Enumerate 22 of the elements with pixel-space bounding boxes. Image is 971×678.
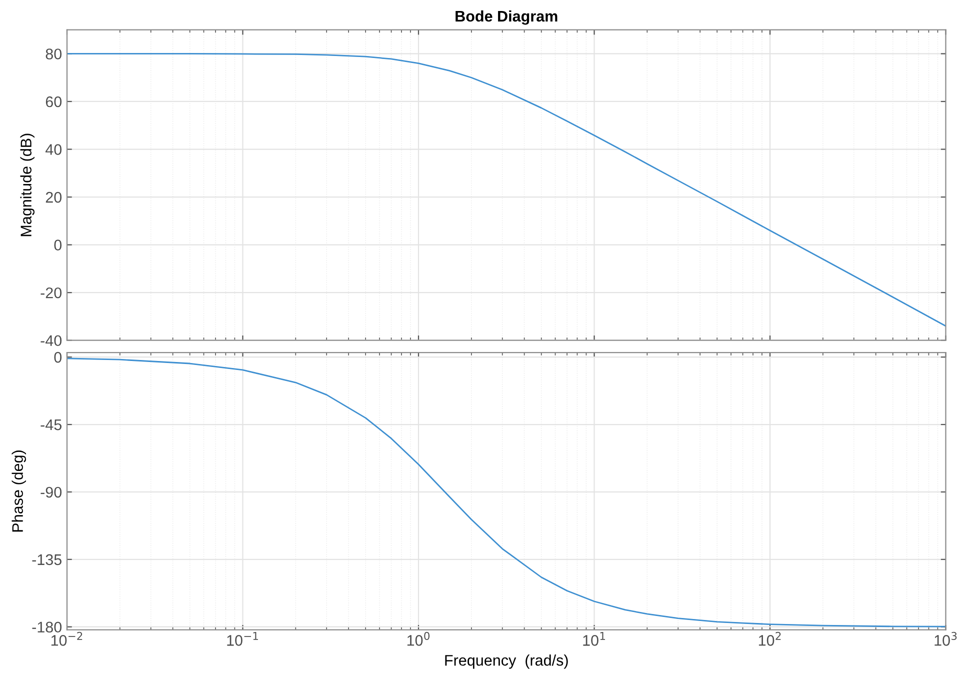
y-tick-label: 60 — [46, 96, 62, 108]
y-tick-label: 0 — [54, 352, 62, 363]
x-axis-title: Frequency (rad/s) — [445, 654, 568, 669]
y-tick-label: 0 — [54, 240, 62, 250]
x-tick-label: 10$^{−1}$ — [227, 632, 258, 646]
x-tick-label: 10$^{3}$ — [934, 632, 957, 646]
chart-title: Bode Diagram — [456, 10, 558, 25]
x-tick-label: 10$^{1}$ — [583, 632, 605, 646]
y-tick-label: -90 — [40, 486, 62, 498]
y-tick-label: -40 — [40, 335, 62, 346]
y-tick-label: 80 — [46, 48, 62, 60]
y-tick-label: 40 — [45, 144, 62, 155]
y-tick-label: -45 — [40, 420, 62, 430]
y-tick-label: -20 — [40, 287, 62, 298]
y-axis-title: Phase (deg) — [12, 450, 26, 532]
x-tick-label: 10$^{2}$ — [758, 632, 781, 646]
x-tick-label: 10$^{−2}$ — [51, 632, 82, 646]
y-tick-label: -180 — [32, 622, 62, 633]
y-tick-label: 20 — [46, 192, 62, 203]
x-tick-label: 10$^{0}$ — [407, 632, 430, 646]
y-tick-label: -135 — [32, 554, 62, 566]
y-axis-title: Magnitude (dB) — [20, 134, 35, 236]
